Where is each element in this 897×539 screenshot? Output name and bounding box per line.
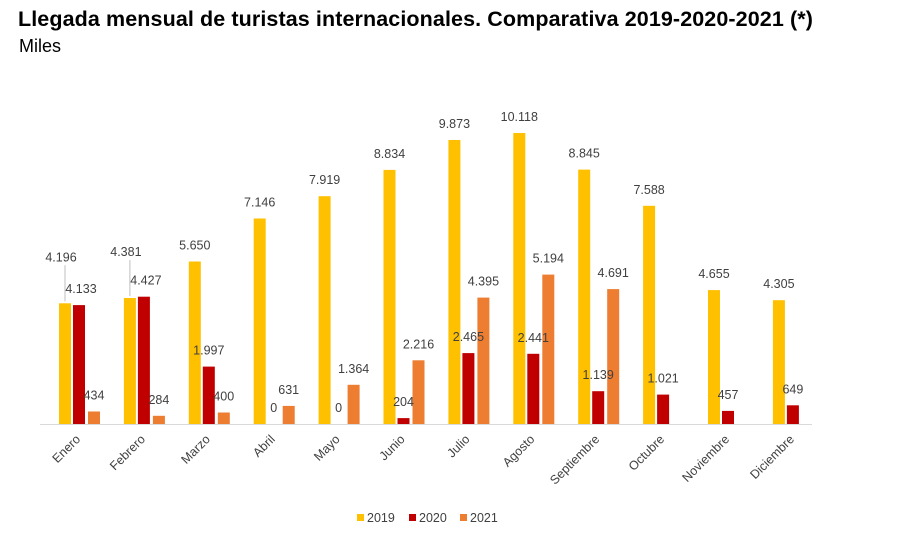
bar-2020-agosto xyxy=(527,353,540,424)
bar-2020-octubre xyxy=(657,394,670,424)
bar-2019-septiembre xyxy=(578,169,591,424)
bar-2021-enero xyxy=(88,411,100,424)
legend-label-2021: 2021 xyxy=(470,511,498,525)
category-label-octubre: Octubre xyxy=(626,432,667,473)
bar-2019-marzo xyxy=(188,261,201,424)
bar-2019-diciembre xyxy=(772,300,785,424)
data-label-2019-enero: 4.196 xyxy=(45,250,76,264)
data-label-2021-marzo: 400 xyxy=(213,390,234,404)
bar-2019-febrero xyxy=(123,298,136,424)
data-label-2020-abril: 0 xyxy=(270,401,277,415)
category-label-mayo: Mayo xyxy=(311,432,343,464)
category-label-abril: Abril xyxy=(250,432,278,460)
bar-2019-noviembre xyxy=(708,290,720,424)
data-label-2020-enero: 4.133 xyxy=(65,282,96,296)
data-label-2020-noviembre: 457 xyxy=(718,388,739,402)
category-label-febrero: Febrero xyxy=(107,432,148,473)
data-label-2019-mayo: 7.919 xyxy=(309,173,340,187)
bar-2019-junio xyxy=(383,169,396,424)
bar-2020-junio xyxy=(397,418,410,424)
legend-swatch-2020 xyxy=(409,514,416,521)
data-label-2020-febrero: 4.427 xyxy=(130,274,161,288)
bar-2019-octubre xyxy=(643,205,656,424)
category-label-agosto: Agosto xyxy=(500,432,537,469)
data-label-2020-mayo: 0 xyxy=(335,401,342,415)
bar-2020-noviembre xyxy=(722,410,734,424)
data-label-2019-julio: 9.873 xyxy=(439,117,470,131)
bar-2020-diciembre xyxy=(786,405,799,424)
data-label-2019-noviembre: 4.655 xyxy=(698,267,729,281)
data-label-2021-abril: 631 xyxy=(278,383,299,397)
data-label-2020-agosto: 2.441 xyxy=(518,331,549,345)
bar-2020-febrero xyxy=(137,296,150,424)
bar-2020-enero xyxy=(73,305,85,424)
data-label-2021-febrero: 284 xyxy=(148,393,169,407)
bar-2019-agosto xyxy=(513,133,526,424)
data-label-2019-febrero: 4.381 xyxy=(110,245,141,259)
data-label-2021-mayo: 1.364 xyxy=(338,362,369,376)
bar-2019-enero xyxy=(59,303,71,424)
bar-2020-marzo xyxy=(202,366,215,424)
bar-2021-septiembre xyxy=(607,289,620,424)
data-label-2021-junio: 2.216 xyxy=(403,337,434,351)
legend-swatch-2019 xyxy=(357,514,364,521)
data-label-2021-enero: 434 xyxy=(84,389,105,403)
data-label-2020-julio: 2.465 xyxy=(453,330,484,344)
data-label-2020-diciembre: 649 xyxy=(782,382,803,396)
legend-label-2019: 2019 xyxy=(367,511,395,525)
legend: 2019 2020 2021 xyxy=(357,511,498,525)
bar-2021-marzo xyxy=(217,412,230,424)
bar-2021-abril xyxy=(282,405,295,424)
category-label-enero: Enero xyxy=(50,432,84,466)
data-label-2020-marzo: 1.997 xyxy=(193,344,224,358)
data-label-2020-septiembre: 1.139 xyxy=(583,368,614,382)
data-label-2020-octubre: 1.021 xyxy=(647,372,678,386)
bar-2021-agosto xyxy=(542,274,555,424)
chart-subtitle: Miles xyxy=(19,36,62,56)
category-label-junio: Junio xyxy=(377,432,408,463)
bar-2020-septiembre xyxy=(592,391,605,424)
data-label-2021-septiembre: 4.691 xyxy=(598,266,629,280)
data-label-2019-septiembre: 8.845 xyxy=(569,147,600,161)
data-label-2019-abril: 7.146 xyxy=(244,196,275,210)
data-label-2021-agosto: 5.194 xyxy=(533,252,564,266)
bars-layer xyxy=(59,133,799,424)
legend-label-2020: 2020 xyxy=(419,511,447,525)
data-label-2019-junio: 8.834 xyxy=(374,147,405,161)
legend-swatch-2021 xyxy=(460,514,467,521)
bar-2021-febrero xyxy=(152,415,165,424)
category-label-noviembre: Noviembre xyxy=(679,432,732,485)
category-label-diciembre: Diciembre xyxy=(747,432,797,482)
data-label-2019-octubre: 7.588 xyxy=(633,183,664,197)
bar-2020-julio xyxy=(462,353,475,424)
bar-2021-julio xyxy=(477,297,490,424)
label-leader-lines xyxy=(64,260,131,302)
chart-title: Llegada mensual de turistas internaciona… xyxy=(18,7,813,31)
data-label-2019-diciembre: 4.305 xyxy=(763,277,794,291)
data-label-2021-julio: 4.395 xyxy=(468,275,499,289)
bar-2019-abril xyxy=(253,218,266,424)
data-labels-layer: 4.196 4.133 434 4.381 4.427 284 5.650 1.997 400 7… xyxy=(45,110,803,415)
category-labels-layer: Enero Febrero Marzo Abril Mayo Junio Julio Agos… xyxy=(50,432,797,487)
category-label-septiembre: Septiembre xyxy=(547,432,602,487)
bar-2019-julio xyxy=(448,140,461,424)
category-label-marzo: Marzo xyxy=(178,432,212,466)
category-label-julio: Julio xyxy=(444,432,472,460)
data-label-2019-marzo: 5.650 xyxy=(179,239,210,253)
bar-2021-mayo xyxy=(347,384,360,424)
bar-2021-junio xyxy=(412,360,425,424)
data-label-2019-agosto: 10.118 xyxy=(501,110,538,124)
bar-2019-mayo xyxy=(318,196,331,424)
data-label-2020-junio: 204 xyxy=(393,395,414,409)
